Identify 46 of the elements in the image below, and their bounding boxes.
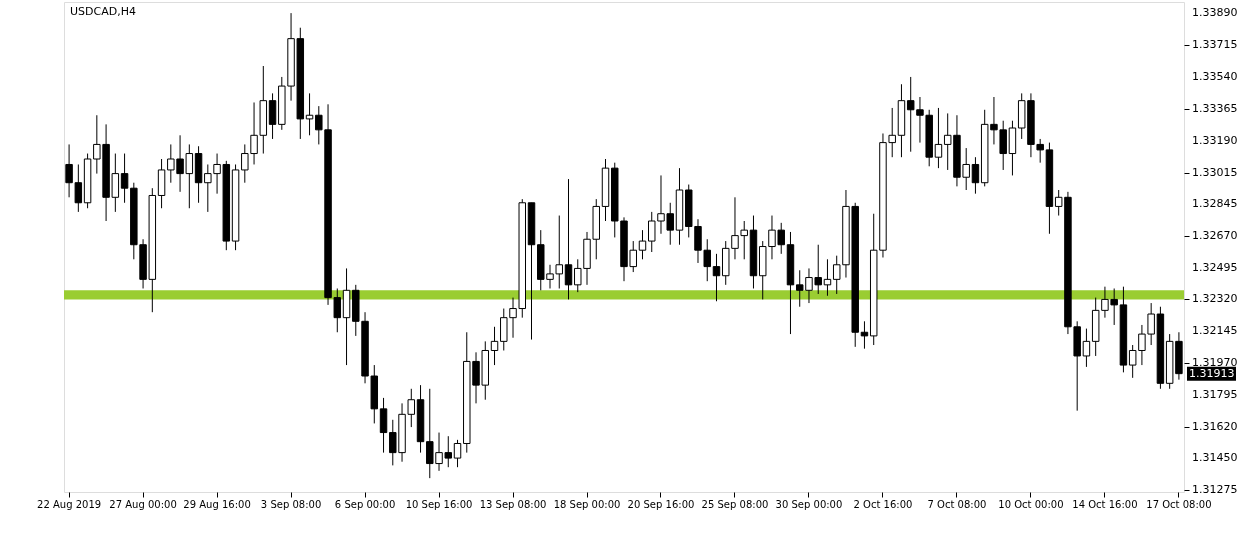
- candlestick: [268, 92, 277, 140]
- candlestick: [971, 156, 980, 195]
- text: 1.31913: [1189, 366, 1235, 380]
- x-tick-label: 20 Sep 16:00: [627, 498, 695, 510]
- x-tick-label: 29 Aug 16:00: [183, 498, 251, 510]
- y-tick-label: 1.33190: [1192, 133, 1238, 147]
- chart-title: USDCAD,H4: [70, 5, 136, 18]
- y-tick-label: 1.32145: [1192, 324, 1238, 338]
- x-tick-label: 10 Sep 16:00: [405, 498, 473, 510]
- y-tick-label: 1.31620: [1192, 420, 1238, 434]
- y-tick-label: 1.33890: [1192, 6, 1238, 20]
- x-tick-label: 22 Aug 2019: [37, 498, 102, 510]
- candlestick: [490, 326, 499, 366]
- candlestick: [564, 178, 573, 300]
- candlestick: [638, 229, 647, 260]
- candlestick: [379, 397, 388, 454]
- y-tick-label: 1.32495: [1192, 260, 1238, 274]
- x-tick-label: 18 Sep 00:00: [553, 498, 621, 510]
- candlestick: [1082, 328, 1091, 368]
- candlestick: [860, 320, 869, 350]
- candlestick: [934, 107, 943, 169]
- candlestick: [120, 153, 129, 204]
- x-tick-label: 3 Sep 08:00: [260, 498, 322, 510]
- y-tick-label: 1.32845: [1192, 196, 1238, 210]
- y-tick-label: 1.33540: [1192, 69, 1238, 83]
- y-tick-label: 1.32670: [1192, 228, 1238, 242]
- x-tick-label: 25 Sep 08:00: [701, 498, 769, 510]
- y-tick-label: 1.32320: [1192, 292, 1238, 306]
- x-tick-label: 7 Oct 08:00: [927, 498, 987, 510]
- y-tick-label: 1.31450: [1192, 451, 1238, 465]
- candlestick: [453, 439, 462, 468]
- candlestick: [712, 253, 721, 302]
- x-tick-label: 14 Oct 16:00: [1072, 498, 1138, 510]
- y-tick-label: 1.33715: [1192, 38, 1238, 52]
- x-tick-label: 27 Aug 00:00: [109, 498, 177, 510]
- candlestick: [305, 92, 314, 136]
- x-tick-label: 6 Sep 00:00: [334, 498, 396, 510]
- y-tick-label: 1.33365: [1192, 101, 1238, 115]
- x-tick-label: 30 Sep 00:00: [775, 498, 843, 510]
- x-tick-label: 13 Sep 08:00: [479, 498, 547, 510]
- x-tick-label: 2 Oct 16:00: [853, 498, 913, 510]
- y-tick-label: 1.31795: [1192, 388, 1238, 402]
- x-tick-label: 10 Oct 00:00: [998, 498, 1064, 510]
- x-tick-label: 17 Oct 08:00: [1146, 498, 1212, 510]
- y-tick-label: 1.31275: [1192, 482, 1238, 496]
- y-tick-label: 1.33015: [1192, 165, 1238, 179]
